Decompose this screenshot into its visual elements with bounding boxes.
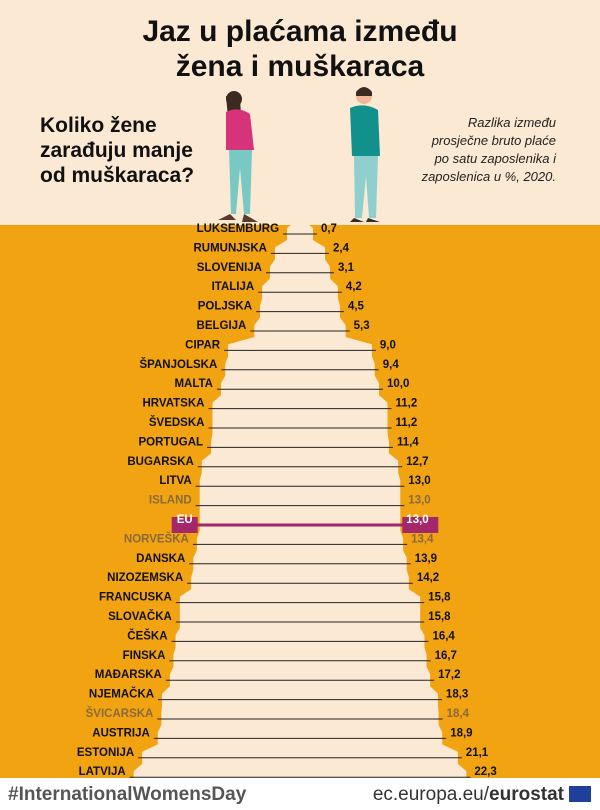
woman-top [226, 109, 254, 150]
country-label: CIPAR [185, 339, 221, 351]
eu-value-box [402, 517, 439, 533]
footer-band [0, 778, 600, 810]
value-label: 4,5 [348, 301, 365, 313]
question-line: Koliko žene [40, 114, 157, 137]
value-label: 22,3 [474, 766, 496, 778]
eu-flag-icon [569, 786, 591, 802]
value-label: 9,4 [383, 359, 400, 371]
value-label: 13,4 [411, 533, 434, 545]
country-label: SLOVENIJA [197, 262, 262, 274]
country-label: ŠVEDSKA [149, 416, 205, 429]
man-hair [356, 87, 372, 96]
value-label: 13,0 [408, 495, 430, 507]
country-label: ŠPANJOLSKA [140, 358, 218, 371]
country-label: HRVATSKA [142, 398, 204, 410]
chart-subtitle: Razlika između prosječne bruto plaće po … [336, 114, 556, 186]
woman-trousers [229, 150, 252, 214]
country-label: NJEMAČKA [89, 688, 154, 701]
subtitle-line: po satu zaposlenika i [434, 151, 556, 166]
country-label: FINSKA [123, 650, 166, 662]
value-label: 17,2 [438, 669, 460, 681]
country-label: SLOVAČKA [108, 610, 172, 623]
question-line: zarađuju manje [40, 139, 193, 162]
value-label: 12,7 [406, 456, 428, 468]
country-label: FRANCUSKA [99, 592, 172, 604]
eu-label-box [171, 517, 198, 533]
value-label: 14,2 [417, 572, 439, 584]
country-label: DANSKA [136, 553, 185, 565]
value-label: 13,0 [408, 475, 430, 487]
question-text: Koliko žene zarađuju manje od muškaraca? [40, 113, 240, 188]
country-label: RUMUNJSKA [193, 242, 266, 254]
footer-hashtag: #InternationalWomensDay [8, 784, 247, 805]
country-label: LATVIJA [79, 766, 126, 778]
man-jacket [350, 105, 380, 156]
country-label: PORTUGAL [139, 436, 204, 448]
value-label: 16,7 [435, 650, 457, 662]
value-label: 13,0 [406, 514, 428, 526]
country-label: ŠVICARSKA [86, 707, 154, 720]
country-label: BUGARSKA [127, 456, 193, 468]
country-label: LUKSEMBURG [197, 223, 279, 235]
subtitle-line: prosječne bruto plaće [431, 133, 556, 148]
country-label: ESTONIJA [77, 747, 134, 759]
value-label: 18,4 [447, 708, 470, 720]
value-label: 2,4 [333, 242, 350, 254]
country-label: MAĐARSKA [95, 669, 162, 681]
chart-peak [131, 225, 469, 784]
value-label: 9,0 [380, 339, 396, 351]
value-label: 15,8 [428, 592, 451, 604]
value-label: 16,4 [432, 630, 455, 642]
value-label: 13,9 [415, 553, 437, 565]
country-label: ISLAND [149, 495, 192, 507]
man-trousers [354, 156, 378, 218]
value-label: 15,8 [428, 611, 451, 623]
value-label: 11,2 [396, 417, 418, 429]
country-label: EU [177, 514, 193, 526]
value-label: 21,1 [466, 747, 489, 759]
country-label: POLJSKA [198, 301, 252, 313]
country-label: NORVEŠKA [124, 532, 189, 545]
subtitle-line: Razlika između [467, 115, 556, 130]
question-line: od muškaraca? [40, 164, 195, 187]
value-label: 5,3 [354, 320, 370, 332]
value-label: 4,2 [346, 281, 362, 293]
country-label: AUSTRIJA [92, 727, 150, 739]
value-label: 18,3 [446, 689, 468, 701]
subtitle-line: zaposlenica u %, 2020. [421, 169, 556, 184]
value-label: 11,4 [397, 436, 419, 448]
page-title: Jaz u plaćama između žena i muškaraca [0, 14, 600, 84]
title-line: Jaz u plaćama između [142, 15, 458, 48]
country-label: BELGIJA [197, 320, 247, 332]
source-domain: ec.europa.eu/ [372, 784, 490, 805]
value-label: 3,1 [338, 262, 355, 274]
country-label: MALTA [174, 378, 213, 390]
man-shoes [350, 218, 380, 222]
country-label: ČEŠKA [127, 629, 167, 642]
country-label: NIZOZEMSKA [107, 572, 183, 584]
title-line: žena i muškaraca [175, 50, 425, 83]
value-label: 18,9 [450, 727, 472, 739]
footer-source[interactable]: ec.europa.eu/eurostat [373, 784, 564, 806]
country-label: LITVA [159, 475, 191, 487]
value-label: 0,7 [321, 223, 337, 235]
value-label: 10,0 [387, 378, 409, 390]
country-label: ITALIJA [212, 281, 255, 293]
source-brand: eurostat [489, 784, 564, 805]
woman-shoes [218, 214, 258, 222]
value-label: 11,2 [396, 398, 418, 410]
